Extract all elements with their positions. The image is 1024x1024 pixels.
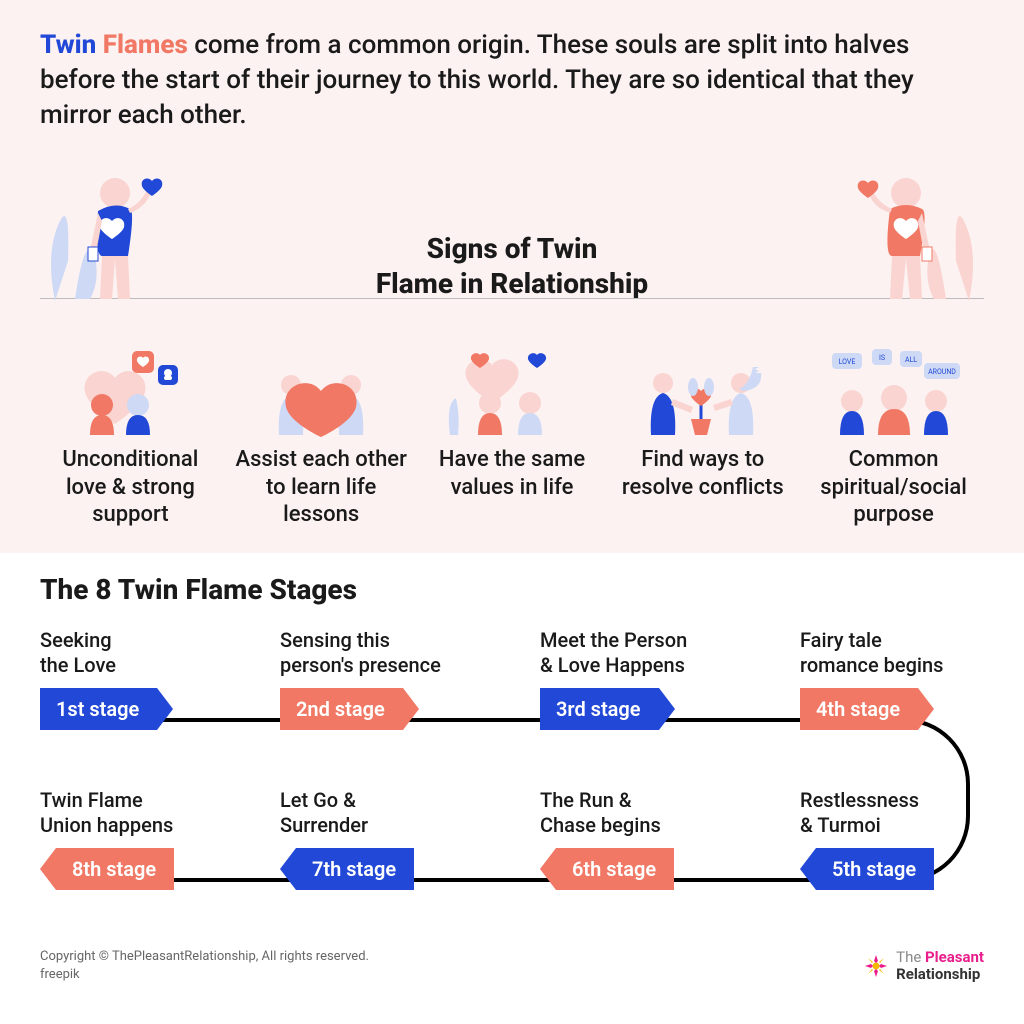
sign-item-lessons: Assist each other to learn life lessons (231, 343, 412, 529)
signs-title-line1: Signs of Twin (190, 231, 834, 266)
signs-header: Signs of Twin Flame in Relationship (40, 151, 984, 321)
logo-pleasant: Pleasant (925, 948, 984, 966)
stage-tag-label: 7th stage (312, 857, 396, 881)
flower-icon (862, 952, 890, 980)
person-coral-illustration (834, 151, 984, 321)
signs-title-line2: Flame in Relationship (190, 266, 834, 301)
stage-tag-label: 5th stage (832, 857, 916, 881)
stage-2nd-stage: Sensing thisperson's presence 2nd stage (280, 628, 500, 730)
intro-word-twin: Twin (40, 30, 96, 60)
intro-word-flames: Flames (103, 30, 188, 60)
stage-tag: 5th stage (816, 848, 934, 890)
svg-text:ALL: ALL (905, 356, 917, 364)
stages-section: The 8 Twin Flame Stages Seekingthe Love 1… (0, 553, 1024, 938)
stage-3rd-stage: Meet the Person& Love Happens 3rd stage (540, 628, 760, 730)
stage-8th-stage: Twin FlameUnion happens 8th stage (40, 788, 260, 890)
intro-text: Twin Flames come from a common origin. T… (40, 28, 984, 133)
stage-tag-label: 8th stage (72, 857, 156, 881)
sign-illus-values (422, 343, 603, 438)
stage-1st-stage: Seekingthe Love 1st stage (40, 628, 260, 730)
stage-tag-label: 6th stage (572, 857, 656, 881)
svg-text:AROUND: AROUND (928, 368, 956, 376)
stage-desc: Sensing thisperson's presence (280, 628, 500, 678)
svg-text:IS: IS (879, 354, 885, 362)
stages-flowchart: Seekingthe Love 1st stage Sensing thispers… (40, 628, 984, 928)
credit-text: freepik (40, 966, 369, 984)
stage-tag-label: 1st stage (56, 697, 139, 721)
person-blue-illustration (40, 151, 190, 321)
stage-tag-label: 2nd stage (296, 697, 385, 721)
stage-desc: Meet the Person& Love Happens (540, 628, 760, 678)
stage-7th-stage: Let Go &Surrender 7th stage (280, 788, 500, 890)
stage-tag: 2nd stage (280, 688, 403, 730)
stage-desc: Twin FlameUnion happens (40, 788, 260, 838)
stage-tag: 4th stage (800, 688, 918, 730)
brand-logo: The Pleasant Relationship (862, 949, 984, 982)
sign-label: Find ways to resolve conflicts (612, 446, 793, 501)
copyright-text: Copyright © ThePleasantRelationship, All… (40, 948, 369, 966)
sign-illus-lessons (231, 343, 412, 438)
sign-illus-purpose: LOVE IS ALL AROUND (803, 343, 984, 438)
sign-illus-conflicts (612, 343, 793, 438)
stage-tag: 6th stage (556, 848, 674, 890)
sign-item-values: Have the same values in life (422, 343, 603, 529)
stage-6th-stage: The Run &Chase begins 6th stage (540, 788, 760, 890)
stages-title: The 8 Twin Flame Stages (40, 573, 984, 606)
connector-row2 (80, 878, 910, 882)
logo-relationship: Relationship (896, 965, 980, 983)
stage-tag: 7th stage (296, 848, 414, 890)
sign-item-purpose: LOVE IS ALL AROUND Common spiritual/soci… (803, 343, 984, 529)
sign-label: Assist each other to learn life lessons (231, 446, 412, 529)
signs-row: Unconditional love & strong support Assi… (40, 343, 984, 529)
stage-desc: Fairy taleromance begins (800, 628, 1020, 678)
stage-desc: The Run &Chase begins (540, 788, 760, 838)
sign-illus-love (40, 343, 221, 438)
copyright: Copyright © ThePleasantRelationship, All… (40, 948, 369, 984)
sign-label: Have the same values in life (422, 446, 603, 501)
sign-label: Unconditional love & strong support (40, 446, 221, 529)
footer: Copyright © ThePleasantRelationship, All… (0, 938, 1024, 1004)
stage-tag-label: 4th stage (816, 697, 900, 721)
stage-4th-stage: Fairy taleromance begins 4th stage (800, 628, 1020, 730)
sign-item-conflicts: Find ways to resolve conflicts (612, 343, 793, 529)
sign-item-love: Unconditional love & strong support (40, 343, 221, 529)
stage-tag: 8th stage (56, 848, 174, 890)
stage-tag: 1st stage (40, 688, 157, 730)
stage-desc: Let Go &Surrender (280, 788, 500, 838)
logo-the: The (896, 948, 925, 966)
sign-label: Common spiritual/social purpose (803, 446, 984, 529)
stage-tag: 3rd stage (540, 688, 659, 730)
top-section: Twin Flames come from a common origin. T… (0, 0, 1024, 553)
logo-text: The Pleasant Relationship (896, 949, 984, 982)
signs-title: Signs of Twin Flame in Relationship (190, 231, 834, 321)
stage-desc: Seekingthe Love (40, 628, 260, 678)
stage-tag-label: 3rd stage (556, 697, 641, 721)
svg-text:LOVE: LOVE (838, 358, 855, 366)
connector-row1 (80, 718, 910, 722)
